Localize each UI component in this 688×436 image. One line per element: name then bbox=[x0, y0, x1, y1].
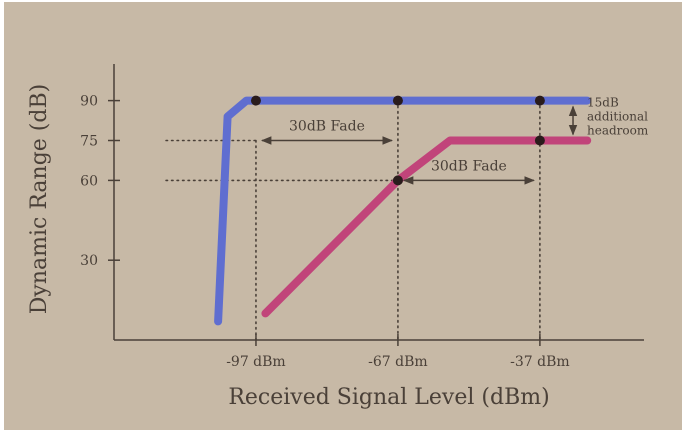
chart-panel: 30dB Fade 30dB Fade 15dB additional headroom… bbox=[4, 2, 682, 430]
x-tick-label-0: -97 dBm bbox=[226, 354, 286, 370]
dynamic-range-chart: 30dB Fade 30dB Fade 15dBadditionalheadroom… bbox=[27, 64, 649, 410]
fade2-label: 30dB Fade bbox=[431, 158, 507, 174]
headroom-label-line-2: headroom bbox=[587, 124, 649, 138]
axes bbox=[108, 64, 644, 346]
x-tick-label-2: -37 dBm bbox=[510, 354, 570, 370]
data-point-1-1 bbox=[534, 135, 545, 146]
y-tick-label-60: 60 bbox=[80, 173, 98, 189]
x-axis-title: Received Signal Level (dBm) bbox=[228, 385, 549, 410]
data-point-0-0 bbox=[250, 95, 261, 106]
data-markers bbox=[250, 95, 545, 186]
data-point-0-2 bbox=[534, 95, 545, 106]
series-line-1 bbox=[261, 136, 592, 318]
y-tick-label-30: 30 bbox=[80, 253, 98, 269]
y-tick-label-75: 75 bbox=[80, 134, 98, 150]
y-tick-label-90: 90 bbox=[80, 94, 98, 110]
fade1-label: 30dB Fade bbox=[289, 119, 365, 135]
headroom-label-line-1: additional bbox=[587, 110, 648, 124]
series-lines bbox=[214, 96, 592, 326]
x-tick-label-1: -67 dBm bbox=[368, 354, 428, 370]
series-line-0 bbox=[214, 96, 592, 326]
data-point-0-1 bbox=[392, 95, 403, 106]
headroom-label-line-0: 15dB bbox=[587, 96, 619, 110]
y-axis-title: Dynamic Range (dB) bbox=[27, 84, 52, 314]
data-point-1-0 bbox=[392, 175, 403, 186]
axis-text: 30 60 75 90 -97 dBm -67 dBm -37 dBm Received Si… bbox=[27, 84, 570, 410]
